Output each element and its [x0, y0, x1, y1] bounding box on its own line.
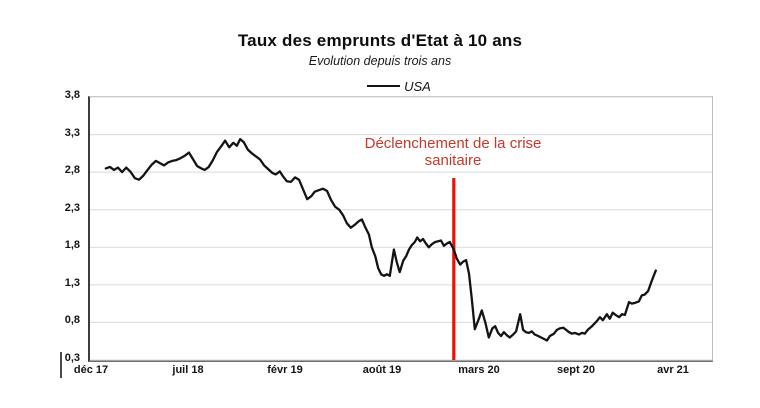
- chart-title: Taux des emprunts d'Etat à 10 ans: [237, 31, 523, 50]
- crisis-annotation-line2: sanitaire: [424, 151, 482, 169]
- y-tick-label: 2,8: [64, 164, 80, 177]
- plot-area: [88, 96, 713, 362]
- x-tick-label: déc 17: [73, 364, 109, 376]
- x-tick-label: mars 20: [458, 364, 500, 376]
- x-tick-label: févr 19: [267, 364, 303, 376]
- y-tick-label: 1,3: [64, 276, 80, 289]
- plot-svg: [90, 96, 712, 361]
- x-tick-label: août 19: [362, 364, 402, 376]
- x-tick-label: sept 20: [557, 364, 595, 376]
- series-line-usa: [104, 137, 657, 342]
- legend: USA: [88, 78, 710, 94]
- y-tick-label: 0,8: [64, 314, 80, 327]
- legend-label-usa: USA: [404, 78, 431, 94]
- y-tick-label: 3,3: [64, 126, 80, 139]
- crisis-annotation: Déclenchement de la crise sanitaire: [293, 135, 613, 169]
- crisis-annotation-line1: Déclenchement de la crise: [364, 135, 542, 152]
- y-tick-label: 3,8: [64, 89, 80, 101]
- chart-subtitle: Evolution depuis trois ans: [308, 54, 452, 68]
- y-tick-label: 0,3: [64, 352, 80, 364]
- y-tick-label: 2,3: [64, 201, 80, 214]
- y-tick-label: 1,8: [64, 239, 80, 252]
- legend-line-sample-icon: [367, 84, 401, 88]
- x-tick-label: avr 21: [657, 364, 689, 376]
- x-tick-label: juil 18: [172, 364, 204, 376]
- axis-artifact-tick: [60, 352, 62, 378]
